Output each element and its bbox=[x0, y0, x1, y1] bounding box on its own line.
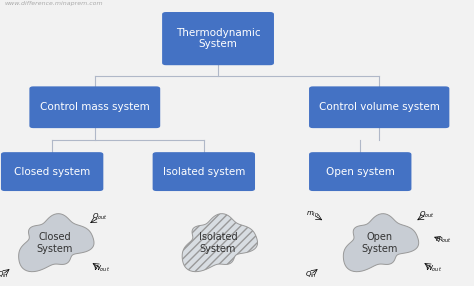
Text: Closed system: Closed system bbox=[14, 167, 90, 176]
FancyBboxPatch shape bbox=[153, 152, 255, 191]
Text: $m_{in}$: $m_{in}$ bbox=[306, 210, 319, 219]
Text: $W_{out}$: $W_{out}$ bbox=[425, 264, 442, 274]
Text: $m_{out}$: $m_{out}$ bbox=[435, 236, 452, 245]
Text: Isolated system: Isolated system bbox=[163, 167, 245, 176]
Text: Thermodynamic
System: Thermodynamic System bbox=[176, 28, 260, 49]
Text: Isolated
System: Isolated System bbox=[199, 232, 237, 254]
FancyBboxPatch shape bbox=[1, 152, 103, 191]
Polygon shape bbox=[343, 214, 419, 272]
Text: $Q_{in}$: $Q_{in}$ bbox=[0, 269, 8, 280]
Polygon shape bbox=[182, 214, 257, 272]
FancyBboxPatch shape bbox=[162, 12, 274, 65]
Text: Control volume system: Control volume system bbox=[319, 102, 440, 112]
Polygon shape bbox=[18, 214, 94, 272]
Text: Control mass system: Control mass system bbox=[40, 102, 150, 112]
Text: $Q_{in}$: $Q_{in}$ bbox=[305, 269, 316, 280]
FancyBboxPatch shape bbox=[29, 86, 160, 128]
Text: Closed
System: Closed System bbox=[36, 232, 73, 254]
FancyBboxPatch shape bbox=[309, 152, 411, 191]
Text: www.difference.minaprem.com: www.difference.minaprem.com bbox=[5, 1, 103, 6]
Text: Open
System: Open System bbox=[361, 232, 397, 254]
Text: Open system: Open system bbox=[326, 167, 395, 176]
Text: $Q_{out}$: $Q_{out}$ bbox=[419, 209, 435, 220]
FancyBboxPatch shape bbox=[309, 86, 449, 128]
Text: $W_{out}$: $W_{out}$ bbox=[93, 264, 110, 274]
Text: $Q_{out}$: $Q_{out}$ bbox=[91, 212, 108, 223]
